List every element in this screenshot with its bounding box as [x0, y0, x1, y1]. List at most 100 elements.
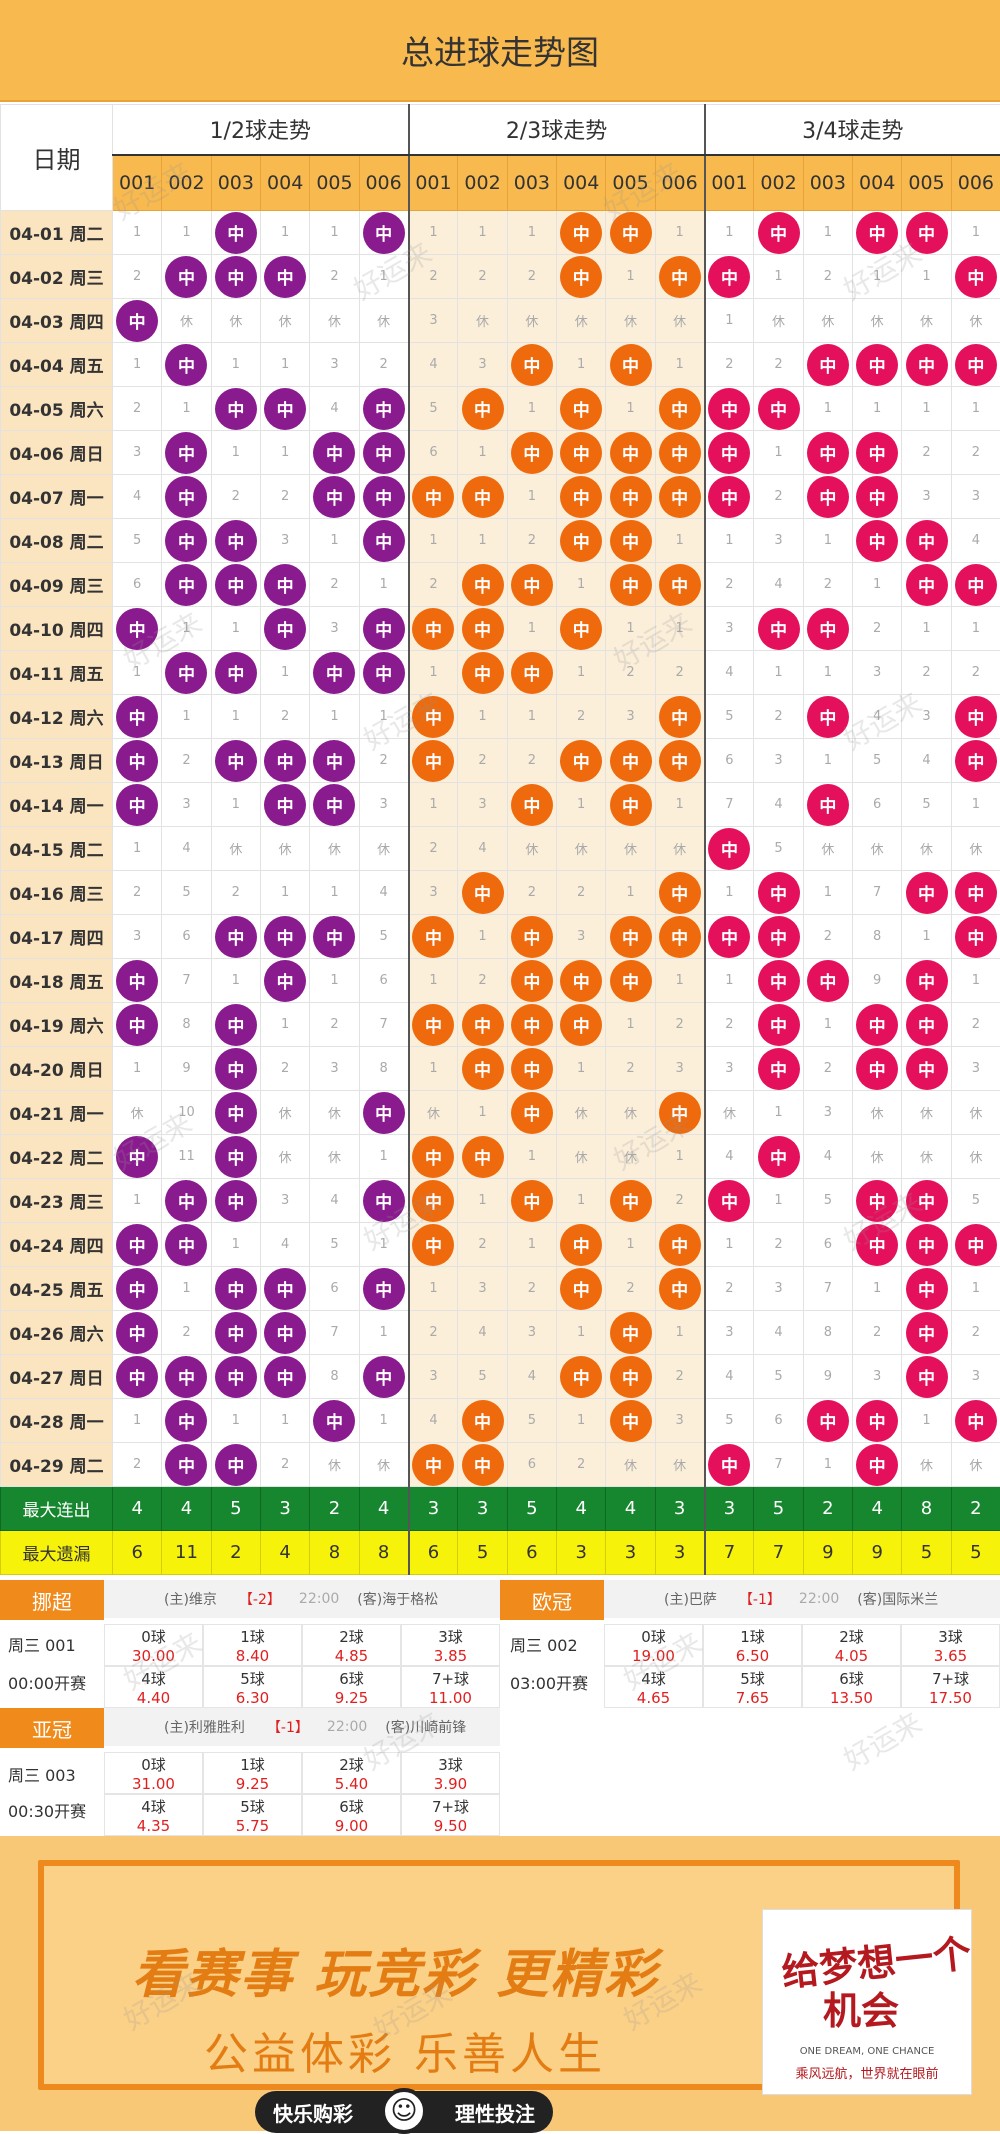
trend-cell: 中: [705, 1443, 754, 1487]
trend-cell: 中: [113, 1355, 162, 1399]
row-date: 04-10 周四: [1, 607, 113, 651]
odds-value: 4.05: [803, 1647, 900, 1666]
trend-cell: 3: [655, 1399, 704, 1443]
trend-cell: 10: [162, 1091, 211, 1135]
trend-cell: 2: [409, 827, 458, 871]
trend-cell: 1: [951, 211, 1000, 255]
trend-cell: 2: [260, 475, 309, 519]
trend-cell: 中: [113, 1311, 162, 1355]
trend-cell: 4: [409, 343, 458, 387]
trend-cell: 1: [458, 1179, 507, 1223]
trend-cell: 中: [655, 695, 704, 739]
hit-ball: 中: [412, 1004, 454, 1046]
hit-ball: 中: [462, 1048, 504, 1090]
hit-ball: 中: [313, 916, 355, 958]
row-date: 04-26 周六: [1, 1311, 113, 1355]
trend-cell: 8: [162, 1003, 211, 1047]
hit-ball: 中: [856, 1224, 898, 1266]
trend-cell: 2: [458, 959, 507, 1003]
hit-ball: 中: [116, 696, 158, 738]
trend-cell: 4: [853, 695, 902, 739]
trend-cell: 中: [211, 739, 260, 783]
trend-cell: 1: [705, 871, 754, 915]
trend-cell: 7: [310, 1311, 359, 1355]
trend-cell: 中: [557, 1003, 606, 1047]
odds-label: 7+球: [932, 1670, 969, 1688]
trend-cell: 2: [310, 255, 359, 299]
trend-cell: 中: [655, 1091, 704, 1135]
column-header: 001: [705, 155, 754, 211]
trend-cell: 1: [754, 651, 803, 695]
trend-cell: 5: [162, 871, 211, 915]
trend-cell: 2: [260, 695, 309, 739]
trend-cell: 中: [113, 695, 162, 739]
odds-value: 4.85: [303, 1647, 400, 1666]
hit-ball: 中: [610, 916, 652, 958]
hit-ball: 中: [462, 1444, 504, 1486]
trend-cell: 1: [705, 959, 754, 1003]
hit-ball: 中: [511, 1048, 553, 1090]
trend-cell: 中: [507, 915, 556, 959]
trend-cell: 中: [705, 255, 754, 299]
trend-cell: 中: [655, 387, 704, 431]
hit-ball: 中: [610, 740, 652, 782]
trend-cell: 中: [853, 1179, 902, 1223]
kickoff-2: 22:00: [799, 1591, 839, 1607]
match-day-1: 周三 001: [8, 1632, 76, 1656]
trend-cell: 中: [113, 607, 162, 651]
trend-cell: 1: [606, 607, 655, 651]
trend-cell: 中: [113, 1003, 162, 1047]
odds-value: 3.85: [402, 1647, 499, 1666]
trend-cell: 2: [359, 343, 408, 387]
hit-ball: 中: [412, 696, 454, 738]
hit-ball: 中: [758, 872, 800, 914]
trend-cell: 中: [902, 1355, 951, 1399]
trend-cell: 2: [557, 695, 606, 739]
hit-ball: 中: [610, 1400, 652, 1442]
hit-ball: 中: [215, 520, 257, 562]
odds-label: 0球: [141, 1756, 166, 1774]
trend-cell: 休: [211, 299, 260, 343]
trend-cell: 中: [310, 783, 359, 827]
trend-cell: 中: [951, 343, 1000, 387]
hit-ball: 中: [906, 564, 948, 606]
row-date: 04-08 周二: [1, 519, 113, 563]
trend-cell: 8: [310, 1355, 359, 1399]
trend-cell: 1: [113, 1179, 162, 1223]
trend-cell: 中: [606, 959, 655, 1003]
trend-cell: 中: [211, 1003, 260, 1047]
trend-cell: 2: [655, 1003, 704, 1047]
trend-cell: 1: [211, 343, 260, 387]
away-team-2: (客)国际米兰: [857, 1589, 938, 1609]
column-header: 002: [458, 155, 507, 211]
trend-cell: 休: [162, 299, 211, 343]
hit-ball: 中: [363, 432, 405, 474]
column-header: 004: [853, 155, 902, 211]
trend-cell: 1: [507, 387, 556, 431]
